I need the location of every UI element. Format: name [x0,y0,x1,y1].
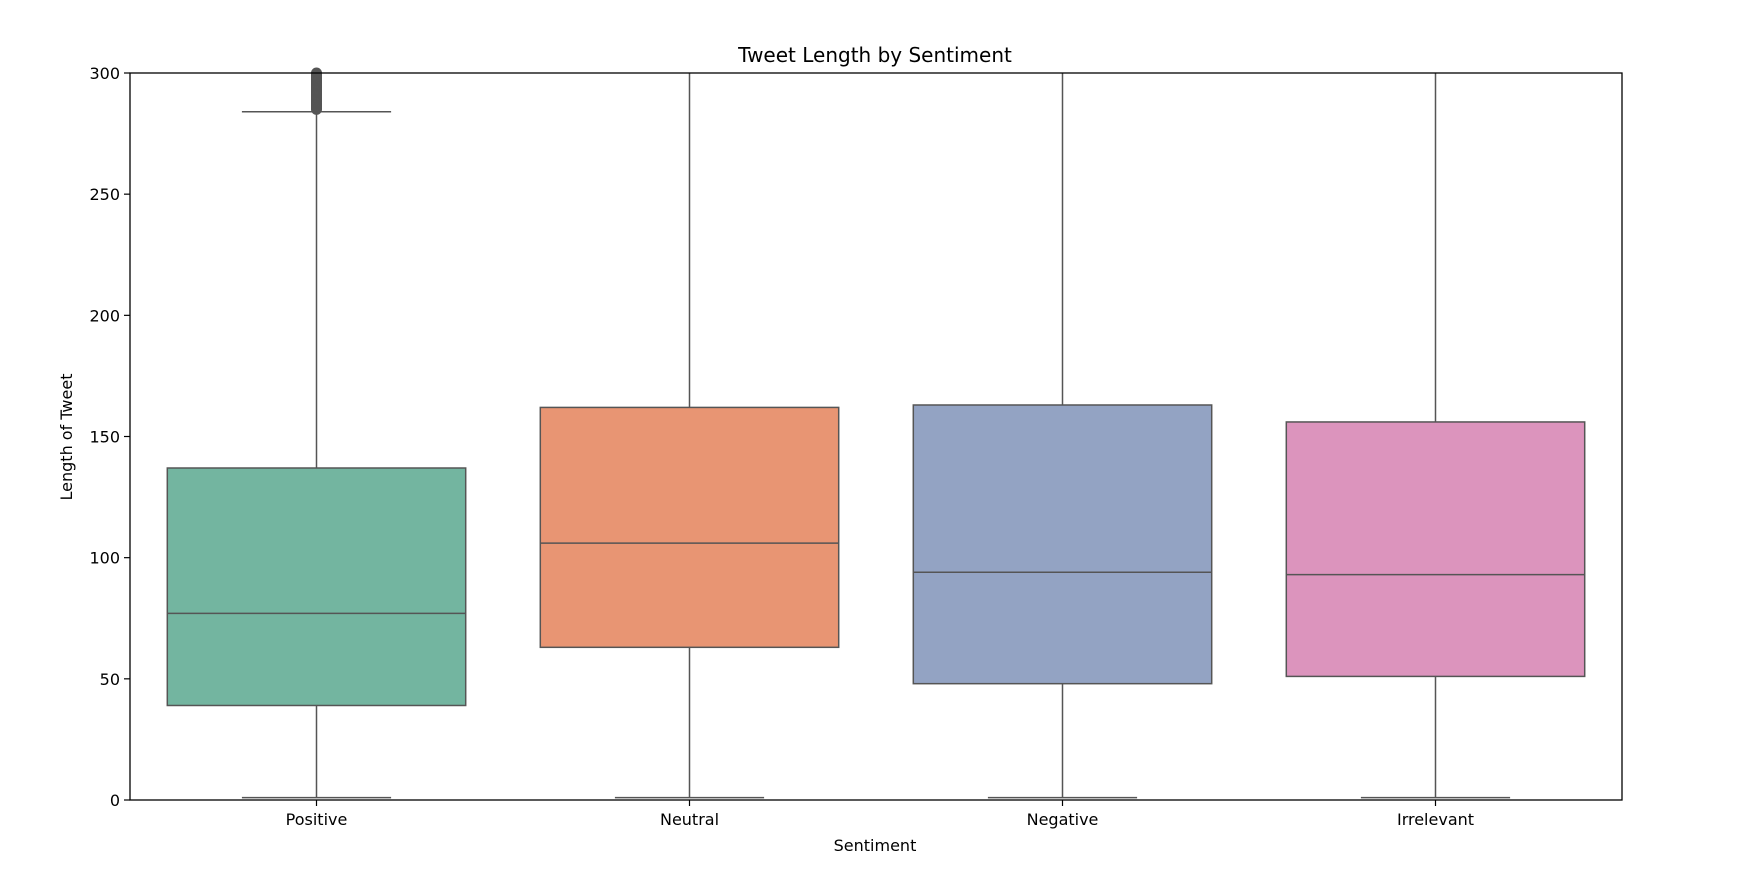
y-tick-label: 100 [89,549,120,568]
x-axis: Positive Neutral Negative Irrelevant [286,800,1474,829]
iqr-box [166,467,467,707]
y-tick-label: 200 [89,306,120,325]
box-negative [912,73,1213,799]
plot-area [166,67,1586,799]
y-axis: 0 50 100 150 200 250 300 [89,64,130,810]
chart-title: Tweet Length by Sentiment [737,43,1012,67]
box-positive [166,67,467,799]
x-tick-label: Positive [286,810,348,829]
x-tick-label: Negative [1027,810,1099,829]
y-tick-label: 250 [89,185,120,204]
x-axis-title: Sentiment [834,836,917,855]
box-irrelevant [1285,73,1586,799]
y-axis-title: Length of Tweet [57,374,76,501]
y-tick-label: 150 [89,428,120,447]
iqr-box [912,404,1213,685]
y-tick-label: 300 [89,64,120,83]
box-neutral [539,73,840,799]
y-tick-label: 0 [110,791,120,810]
x-tick-label: Irrelevant [1397,810,1474,829]
iqr-box [539,406,840,649]
x-tick-label: Neutral [660,810,719,829]
iqr-box [1285,421,1586,678]
y-tick-label: 50 [100,670,120,689]
